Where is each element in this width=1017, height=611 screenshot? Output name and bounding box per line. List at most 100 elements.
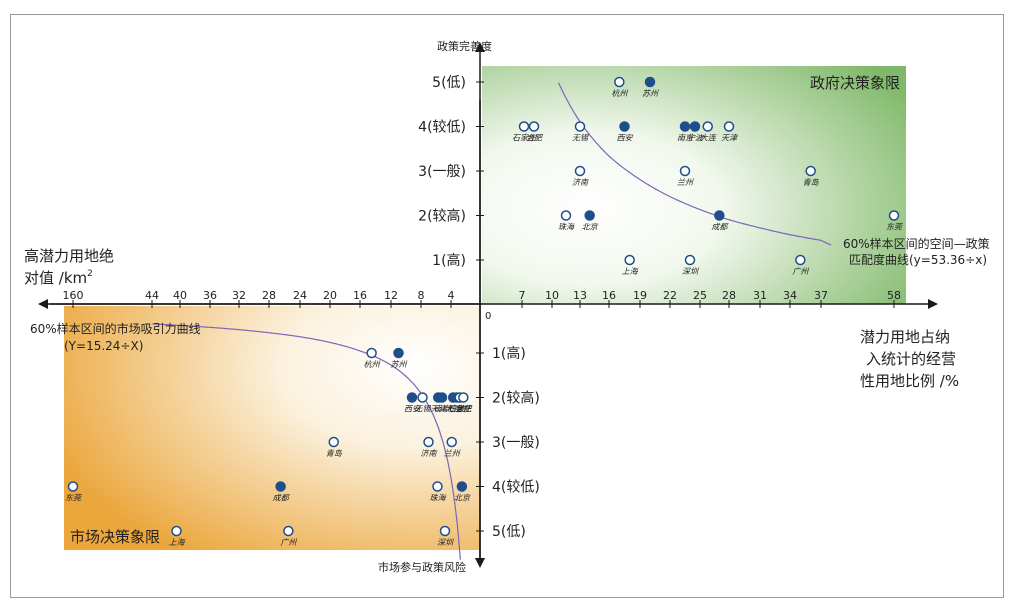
city-point — [436, 392, 448, 403]
right-axis-title-line2: 入统计的经营 — [866, 350, 956, 368]
city-point — [328, 436, 339, 448]
x-tick-label-right: 37 — [814, 289, 828, 302]
gov-curve-label-line1: 60%样本区间的空间—政策 — [843, 236, 990, 251]
x-tick-label-right: 34 — [783, 289, 797, 302]
right-axis-title-line1: 潜力用地占纳 — [860, 328, 950, 346]
city-label: 济南 — [421, 449, 439, 458]
x-tick-label-left: 32 — [232, 289, 246, 302]
city-point — [614, 76, 625, 88]
city-label: 成都 — [273, 494, 291, 503]
gov-curve-label-line2: 匹配度曲线(y=53.36÷x) — [849, 252, 987, 267]
city-label: 苏州 — [391, 360, 408, 369]
y-tick-label-upper: 1(高) — [432, 252, 466, 269]
left-axis-title-line1: 高潜力用地绝 — [24, 247, 114, 265]
city-point — [560, 210, 572, 221]
city-label: 东莞 — [886, 223, 904, 232]
city-point — [393, 347, 404, 359]
y-tick-label-lower: 4(较低) — [492, 480, 540, 496]
city-label: 珠海 — [430, 494, 447, 503]
city-point — [366, 347, 377, 359]
city-point — [432, 481, 443, 492]
city-point — [417, 392, 428, 403]
x-tick-label-right: 19 — [633, 289, 647, 302]
market-curve-label-line1: 60%样本区间的市场吸引力曲线 — [30, 321, 201, 336]
x-tick-label-left: 16 — [353, 289, 367, 302]
city-label: 杭州 — [611, 89, 628, 98]
x-tick-label-right: 7 — [519, 289, 526, 302]
origin-label: 0 — [485, 311, 491, 322]
city-point — [619, 121, 630, 132]
city-label: 青岛 — [803, 178, 820, 187]
gov-fit-curve — [557, 82, 832, 246]
y-tick-label-lower: 2(较高) — [492, 390, 540, 407]
city-label: 兰州 — [677, 178, 694, 187]
left-axis-title-text: 对值 /km — [24, 269, 87, 287]
city-label: 成都 — [711, 223, 729, 232]
city-label: 合肥 — [455, 405, 472, 414]
city-point — [67, 481, 79, 492]
city-point — [574, 165, 586, 177]
city-label: 广州 — [280, 538, 297, 547]
left-axis-title-sup: 2 — [87, 269, 93, 279]
city-label: 天津 — [721, 134, 738, 143]
city-point — [406, 392, 418, 403]
x-tick-label-left: 8 — [418, 289, 425, 302]
city-label: 上海 — [622, 267, 639, 276]
city-label: 石家庄 — [448, 405, 473, 414]
y-tick-label-upper: 5(低) — [432, 75, 466, 91]
city-point — [423, 436, 434, 448]
left-axis-title-line2: 对值 /km2 — [24, 269, 93, 287]
x-tick-label-left: 24 — [293, 289, 307, 302]
city-point — [275, 481, 286, 492]
city-point — [805, 165, 816, 177]
x-tick-label-right: 25 — [693, 289, 707, 302]
city-label: 合肥 — [526, 134, 543, 143]
city-label: 大连 — [700, 134, 717, 143]
city-point — [528, 121, 540, 132]
city-point — [723, 121, 735, 132]
gov-quadrant-title: 政府决策象限 — [810, 74, 900, 92]
x-tick-label-left: 36 — [203, 289, 217, 302]
city-label: 上海 — [169, 538, 186, 547]
city-point — [624, 254, 635, 266]
x-tick-label-right: 22 — [663, 289, 677, 302]
city-point — [644, 76, 656, 88]
city-label: 无锡 — [415, 405, 432, 414]
city-label: 杭州 — [364, 360, 381, 369]
y-tick-label-upper: 4(较低) — [418, 120, 466, 136]
y-tick-label-upper: 3(一般) — [418, 164, 466, 180]
x-tick-label-left: 40 — [173, 289, 187, 302]
city-point — [679, 165, 691, 177]
city-point — [171, 525, 182, 537]
city-point — [702, 121, 713, 132]
city-label: 宁波 — [449, 405, 467, 414]
city-point — [689, 121, 701, 132]
x-tick-label-right: 58 — [887, 289, 901, 302]
city-point — [456, 481, 468, 492]
market-quadrant-background — [64, 306, 480, 550]
x-tick-label-left: 20 — [323, 289, 337, 302]
city-label: 石家庄 — [512, 134, 537, 143]
x-tick-label-left: 4 — [448, 289, 455, 302]
city-label: 珠海 — [558, 223, 575, 232]
city-point — [684, 254, 696, 266]
x-tick-label-right: 16 — [602, 289, 616, 302]
city-point — [714, 210, 725, 221]
y-tick-label-lower: 3(一般) — [492, 435, 540, 451]
top-axis-title: 政策完善度 — [437, 39, 492, 53]
city-label: 兰州 — [444, 449, 461, 458]
city-label: 西安 — [404, 405, 421, 414]
city-point — [283, 525, 294, 537]
x-tick-label-right: 13 — [573, 289, 587, 302]
city-label: 北京 — [582, 223, 599, 232]
city-point — [439, 525, 451, 537]
market-curve-label-line2: (Y=15.24÷X) — [64, 339, 143, 353]
city-point — [888, 210, 900, 221]
city-label: 深圳 — [682, 267, 699, 276]
city-label: 天津 — [430, 405, 447, 414]
city-label: 东莞 — [65, 494, 83, 503]
figure-frame — [10, 14, 1004, 598]
city-point — [446, 436, 457, 448]
city-point — [574, 121, 586, 132]
y-tick-label-upper: 2(较高) — [418, 208, 466, 225]
